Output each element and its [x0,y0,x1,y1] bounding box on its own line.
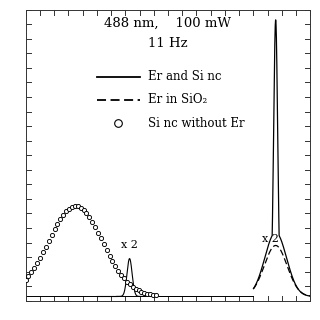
Point [107,253,112,258]
Point [69,204,75,210]
Text: 11 Hz: 11 Hz [148,37,188,50]
Point [67,206,72,211]
Point [113,263,118,268]
Point [133,286,138,292]
Text: Er in SiO₂: Er in SiO₂ [148,93,207,106]
Point [49,233,54,238]
Point [84,211,89,216]
Text: x 2: x 2 [121,240,138,250]
Point [142,290,147,295]
Point [37,255,43,260]
Point [119,272,124,277]
Point [104,248,109,253]
Point [64,209,69,214]
Point [98,236,103,241]
Point [116,268,121,273]
Point [58,217,63,222]
Point [101,242,106,247]
Point [55,221,60,227]
Point [61,212,66,217]
Point [92,225,98,230]
Point [23,277,28,283]
Text: 488 nm,    100 mW: 488 nm, 100 mW [105,17,231,30]
Point [81,208,86,213]
Point [78,205,83,210]
Point [127,282,132,287]
Point [46,238,51,244]
Point [110,259,115,264]
Point [150,292,156,298]
Point [87,215,92,220]
Point [72,204,77,209]
Text: Er and Si nc: Er and Si nc [148,70,221,83]
Point [40,250,45,255]
Point [90,220,95,225]
Point [122,276,127,281]
Point [52,227,57,232]
Point [35,261,40,266]
Text: Si nc without Er: Si nc without Er [148,117,245,130]
Point [29,270,34,275]
Point [124,279,130,284]
Text: x 2: x 2 [262,234,279,244]
Point [130,284,135,289]
Point [43,244,48,249]
Point [75,204,80,209]
Point [148,292,153,297]
Point [139,289,144,294]
Point [32,266,37,271]
Point [95,230,100,235]
Point [145,291,150,296]
Point [136,288,141,293]
Point [26,274,31,279]
Point [153,293,158,298]
